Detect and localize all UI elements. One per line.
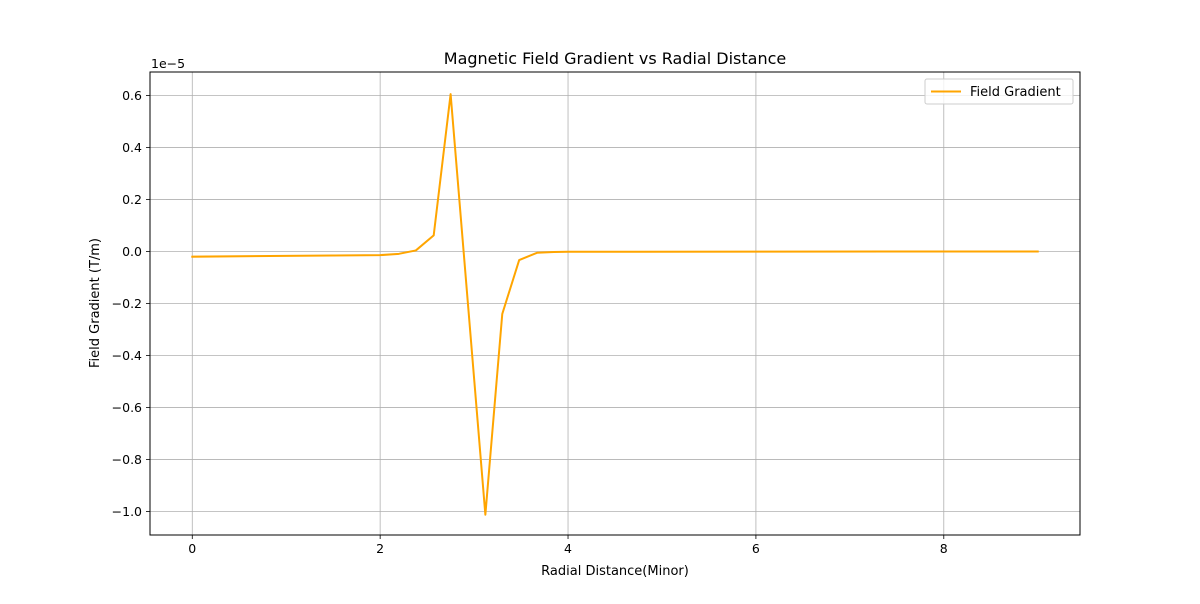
- tick-layer: 0 2 4 6 8 0.6 0.4 0.2 0.0 −0.2 −0.4 −0.6 −0.8 −1.0: [112, 88, 948, 556]
- y-tick-label: −0.8: [112, 452, 142, 467]
- x-tick-label: 4: [564, 541, 572, 556]
- legend: Field Gradient: [924, 78, 1074, 105]
- legend-label: Field Gradient: [970, 85, 1061, 100]
- series-line-field-gradient: [191, 93, 1039, 516]
- y-tick-label: −0.4: [112, 348, 142, 363]
- x-axis-label: Radial Distance(Minor): [541, 564, 689, 579]
- grid-layer: [150, 72, 1080, 535]
- y-tick-label: 0.2: [122, 192, 142, 207]
- y-tick-label: 0.4: [122, 140, 142, 155]
- y-tick-label: 0.6: [122, 88, 142, 103]
- series-layer: [191, 93, 1039, 516]
- y-tick-label: −1.0: [112, 504, 142, 519]
- y-tick-label: −0.2: [112, 296, 142, 311]
- chart-title: Magnetic Field Gradient vs Radial Distan…: [444, 49, 786, 68]
- x-tick-label: 6: [752, 541, 760, 556]
- y-axis-label: Field Gradient (T/m): [88, 238, 103, 368]
- y-tick-label: −0.6: [112, 400, 142, 415]
- legend-box: [924, 78, 1074, 105]
- x-tick-label: 2: [376, 541, 384, 556]
- x-tick-label: 0: [188, 541, 196, 556]
- y-tick-label: 0.0: [122, 244, 142, 259]
- y-axis-offset-label: 1e−5: [151, 56, 185, 71]
- x-tick-label: 8: [940, 541, 948, 556]
